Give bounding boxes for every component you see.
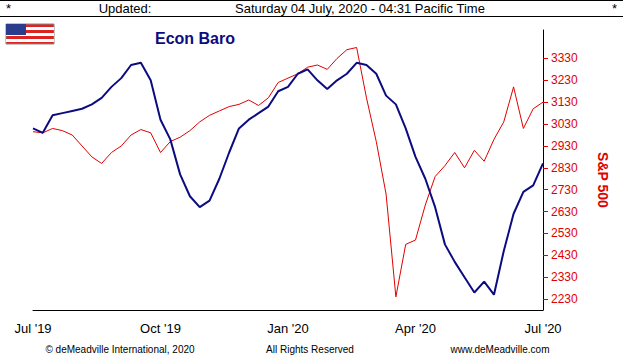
- svg-text:2930: 2930: [551, 139, 578, 153]
- svg-text:2430: 2430: [551, 248, 578, 262]
- svg-text:2230: 2230: [551, 292, 578, 306]
- svg-text:Apr '20: Apr '20: [395, 321, 436, 336]
- svg-text:2730: 2730: [551, 183, 578, 197]
- svg-text:Saturday 04 July, 2020 - 04:31: Saturday 04 July, 2020 - 04:31 Pacific T…: [235, 1, 485, 16]
- svg-text:S&P 500: S&P 500: [595, 152, 611, 208]
- svg-text:2530: 2530: [551, 226, 578, 240]
- svg-text:Oct '19: Oct '19: [140, 321, 181, 336]
- svg-text:3230: 3230: [551, 73, 578, 87]
- svg-text:*: *: [612, 1, 617, 16]
- svg-text:3030: 3030: [551, 117, 578, 131]
- svg-text:Jul '20: Jul '20: [524, 321, 561, 336]
- svg-text:www.deMeadville.com: www.deMeadville.com: [450, 344, 550, 355]
- svg-text:© deMeadville International, 2: © deMeadville International, 2020: [45, 344, 195, 355]
- svg-text:Jan '20: Jan '20: [267, 321, 309, 336]
- svg-text:2830: 2830: [551, 161, 578, 175]
- svg-text:Jul '19: Jul '19: [14, 321, 51, 336]
- svg-text:2330: 2330: [551, 270, 578, 284]
- svg-text:Econ Baro: Econ Baro: [155, 30, 235, 47]
- svg-text:Updated:: Updated:: [99, 1, 152, 16]
- svg-text:All Rights Reserved: All Rights Reserved: [266, 344, 354, 355]
- svg-text:3130: 3130: [551, 95, 578, 109]
- svg-text:3330: 3330: [551, 51, 578, 65]
- svg-text:*: *: [6, 1, 11, 16]
- svg-text:2630: 2630: [551, 205, 578, 219]
